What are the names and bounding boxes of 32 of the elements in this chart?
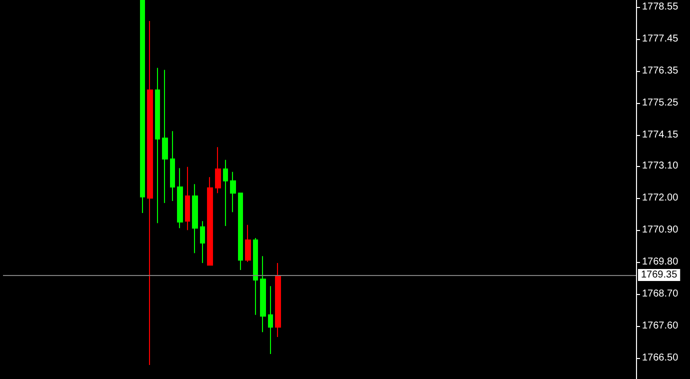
y-tick-label: 1777.45 [642, 34, 679, 45]
y-tick-label: 1773.10 [642, 160, 679, 172]
y-tick-label: 1778.55 [642, 1, 679, 12]
candlestick [238, 192, 243, 271]
candlestick [260, 256, 266, 333]
y-tick-label: 1775.25 [642, 98, 679, 109]
candlestick [162, 69, 168, 204]
ref-line-label: 1769.35 [641, 270, 678, 280]
y-tick-label: 1772.00 [642, 192, 679, 204]
candlestick [223, 159, 228, 227]
candlestick [253, 238, 258, 316]
candlestick [192, 184, 198, 254]
candlestick [207, 176, 213, 266]
candlestick [185, 166, 190, 231]
candlestick [140, 0, 145, 214]
candlestick [177, 168, 183, 229]
candlestick [147, 20, 153, 366]
y-tick-label: 1767.60 [642, 320, 679, 332]
candlestick [268, 286, 273, 354]
y-tick-label: 1776.35 [642, 66, 679, 77]
y-tick-label: 1769.80 [642, 256, 679, 268]
candlestick [155, 67, 160, 224]
candlestick [245, 224, 251, 262]
y-tick-label: 1766.50 [642, 352, 679, 364]
y-tick-label: 1770.90 [642, 224, 679, 236]
y-tick-label: 1768.70 [642, 288, 679, 300]
candlestick [170, 130, 175, 202]
candlestick [275, 262, 281, 338]
candlestick [230, 171, 236, 213]
candlestick [200, 220, 205, 264]
candlestick [215, 146, 221, 194]
y-tick-label: 1774.15 [642, 130, 679, 141]
